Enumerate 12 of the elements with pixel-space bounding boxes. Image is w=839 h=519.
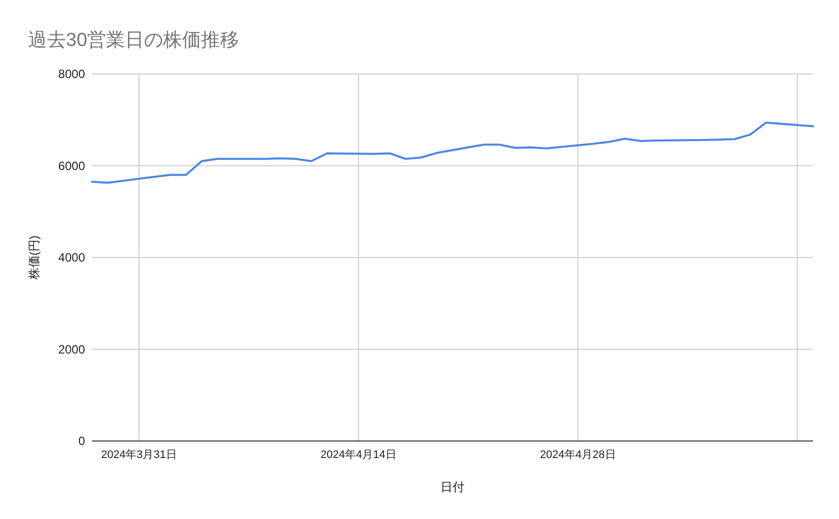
y-tick-label: 0: [78, 434, 86, 448]
y-tick-label: 6000: [58, 158, 86, 173]
y-tick-label: 2000: [58, 342, 86, 356]
chart-title: 過去30営業日の株価推移: [28, 30, 240, 51]
x-axis-title: 日付: [440, 480, 464, 494]
x-tick-label: 2024年3月31日: [101, 449, 177, 461]
line-series: [91, 122, 814, 184]
y-axis-title: 株価(円): [27, 236, 41, 280]
y-tick-label: 8000: [58, 67, 86, 81]
x-tick-label: 2024年4月28日: [540, 449, 616, 461]
x-tick-label: 2024年4月14日: [320, 449, 396, 461]
y-tick-label: 4000: [58, 250, 86, 264]
